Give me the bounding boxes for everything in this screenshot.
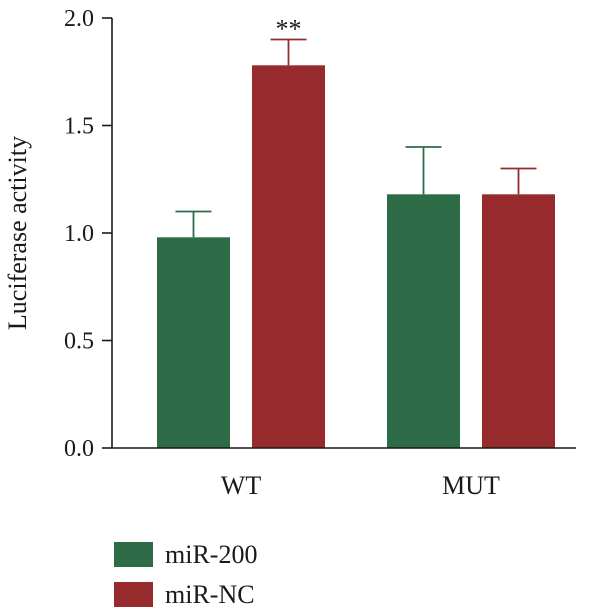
bar-mut-mir-nc	[482, 194, 555, 448]
legend-label: miR-NC	[165, 580, 255, 609]
y-axis-label: Luciferase activity	[3, 136, 32, 330]
y-tick-label: 1.0	[64, 221, 94, 247]
legend-label: miR-200	[165, 540, 257, 569]
bar-wt-mir-200	[157, 237, 230, 448]
bar-mut-mir-200	[387, 194, 460, 448]
x-category-label: MUT	[442, 471, 500, 500]
legend-swatch	[114, 542, 153, 567]
y-tick-label: 0.0	[64, 436, 94, 462]
y-tick-label: 1.5	[64, 114, 94, 140]
x-category-label: WT	[221, 471, 262, 500]
y-tick-label: 0.5	[64, 329, 94, 355]
bar-wt-mir-nc	[252, 65, 325, 449]
y-tick-label: 2.0	[64, 6, 94, 32]
legend-swatch	[114, 582, 153, 607]
significance-annotation: **	[276, 15, 302, 44]
